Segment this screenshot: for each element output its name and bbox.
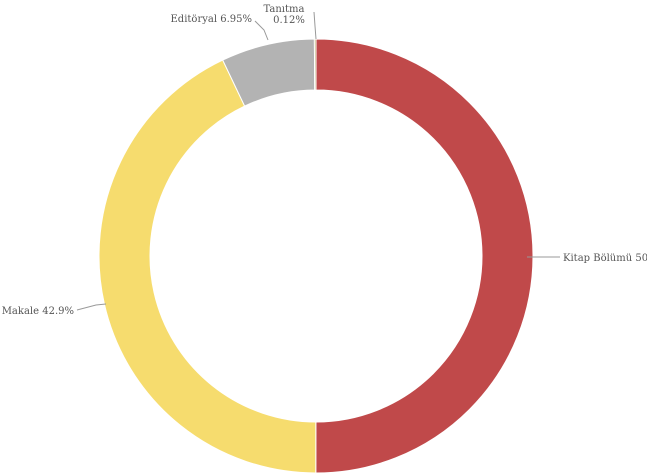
leader-line-editoryal [254, 20, 269, 41]
leader-line-makale [76, 303, 107, 311]
slice-label-kitap-bolumu: Kitap Bölümü 50% [563, 253, 647, 264]
slice-name-kitap-bolumu: Kitap Bölümü [563, 253, 633, 264]
slice-label-makale: Makale 42.9% [2, 306, 74, 317]
slice-name-tanitma: Tanıtma [264, 4, 305, 15]
donut-slice-0[interactable] [315, 38, 534, 474]
slice-name-editoryal: Editöryal [171, 14, 218, 25]
slice-labels: Kitap Bölümü 50% Makale 42.9% Editöryal … [2, 4, 647, 317]
slice-pct-makale: 42.9% [42, 306, 74, 317]
slice-name-makale: Makale [2, 306, 39, 317]
donut-slices [98, 38, 534, 474]
donut-slice-3[interactable] [313, 38, 317, 91]
slice-pct-tanitma: 0.12% [273, 15, 305, 26]
slice-pct-kitap-bolumu: 50% [635, 253, 647, 264]
leader-line-tanitma [313, 11, 317, 40]
slice-pct-editoryal: 6.95% [220, 14, 252, 25]
slice-label-editoryal: Editöryal 6.95% [171, 14, 253, 25]
donut-slice-1[interactable] [98, 59, 317, 474]
